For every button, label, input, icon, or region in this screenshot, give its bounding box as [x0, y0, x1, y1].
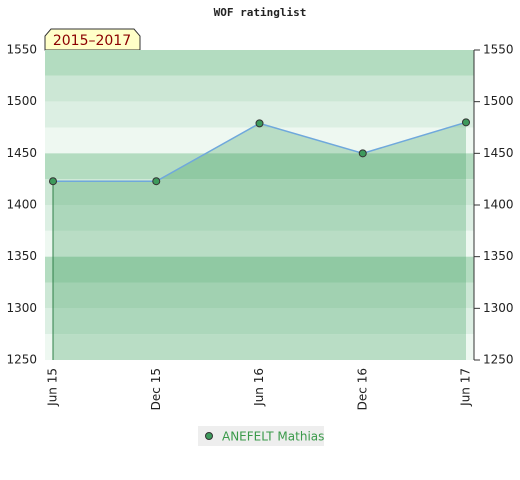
y2-tick-label: 1400 [483, 198, 514, 212]
y2-tick-label: 1350 [483, 249, 514, 263]
y2-tick-label: 1250 [483, 353, 514, 367]
band [45, 127, 474, 154]
band [45, 282, 474, 309]
y2-tick-label: 1450 [483, 146, 514, 160]
marker [462, 118, 470, 127]
y-tick-label: 1300 [6, 301, 37, 315]
y-tick-label: 1350 [6, 249, 37, 263]
marker [152, 177, 161, 186]
band [45, 230, 474, 257]
marker [49, 177, 57, 186]
y-tick-label: 1450 [6, 146, 37, 160]
y2-tick-label: 1500 [483, 94, 514, 108]
y-tick-label: 1250 [6, 353, 37, 367]
x-tick-label: Dec 16 [355, 368, 369, 410]
band [45, 205, 474, 231]
band [45, 75, 474, 102]
x-tick-label: Jun 16 [252, 368, 266, 407]
legend-marker [205, 432, 213, 440]
band [45, 308, 474, 335]
x-tick-label: Jun 17 [459, 368, 473, 407]
chart-title: WOF ratinglist [214, 6, 307, 19]
badge-text: 2015–2017 [53, 33, 131, 49]
marker [358, 149, 367, 158]
band [45, 50, 474, 76]
band [45, 153, 474, 180]
band [45, 256, 474, 283]
band [45, 334, 474, 360]
y-tick-label: 1400 [6, 198, 37, 212]
legend-text: ANEFELT Mathias [222, 430, 324, 444]
marker [255, 119, 264, 128]
band [45, 179, 474, 205]
x-tick-label: Dec 15 [149, 368, 163, 410]
y2-tick-label: 1300 [483, 301, 514, 315]
x-tick-label: Jun 15 [46, 368, 60, 407]
y2-tick-label: 1550 [483, 43, 514, 57]
legend-box [198, 426, 324, 446]
y-tick-label: 1500 [6, 94, 37, 108]
y-tick-label: 1550 [6, 43, 37, 57]
